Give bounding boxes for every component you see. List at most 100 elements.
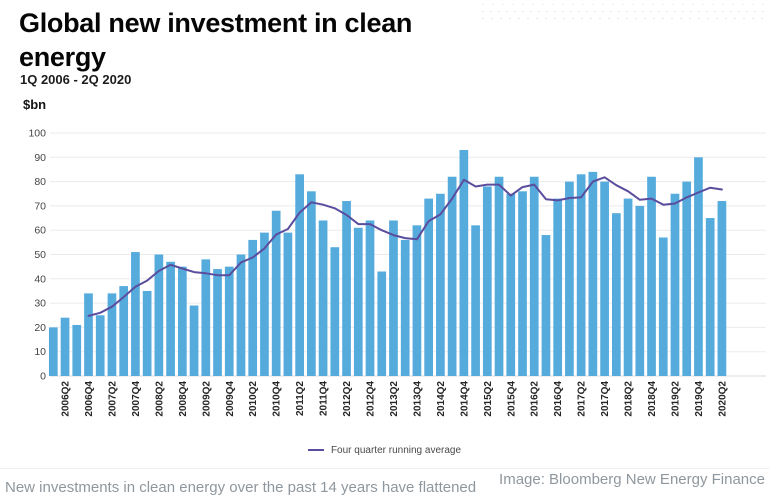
bar-2009Q2 [201, 259, 211, 376]
x-tick-2019Q4: 2019Q4 [694, 381, 705, 417]
running-average-line [87, 176, 723, 317]
x-tick-2011Q2: 2011Q2 [295, 381, 306, 416]
chart-subtitle: 1Q 2006 - 2Q 2020 [20, 72, 132, 87]
bar-2008Q2 [154, 254, 164, 376]
bar-2014Q2 [436, 193, 445, 376]
bar-2006Q3 [72, 324, 82, 376]
x-tick-2019Q2: 2019Q2 [671, 381, 682, 417]
bar-2016Q2 [529, 176, 539, 376]
bar-2010Q3 [260, 232, 269, 376]
bar-2018Q1 [611, 213, 621, 376]
x-tick-2007Q4: 2007Q4 [131, 381, 142, 417]
bar-2015Q4 [506, 193, 516, 376]
x-tick-labels-group: 2006Q2 2006Q4 2007Q2 2007Q4 2008Q2 2008Q4 2009… [61, 381, 729, 417]
bar-2015Q2 [482, 186, 492, 376]
bar-2010Q4 [271, 210, 281, 376]
bar-2019Q2 [670, 193, 680, 376]
x-tick-2015Q4: 2015Q4 [506, 381, 517, 417]
bar-2007Q3 [119, 286, 129, 376]
bar-2010Q2 [248, 239, 258, 376]
bar-2010Q1 [236, 254, 246, 376]
bar-2012Q3 [353, 227, 363, 376]
y-tick-20: 20 [34, 322, 46, 334]
x-tick-2010Q2: 2010Q2 [248, 381, 259, 417]
x-tick-2009Q4: 2009Q4 [225, 381, 236, 417]
x-tick-2016Q2: 2016Q2 [530, 381, 541, 417]
bar-2007Q1 [95, 315, 105, 376]
x-tick-2016Q4: 2016Q4 [553, 381, 564, 417]
bar-2007Q4 [131, 252, 140, 376]
bar-2016Q3 [541, 235, 551, 376]
y-tick-labels-group: 0 10 20 30 40 50 60 70 80 90 100 [28, 128, 46, 383]
y-tick-80: 80 [34, 176, 46, 188]
x-tick-2012Q4: 2012Q4 [366, 381, 377, 417]
bar-2017Q4 [600, 181, 609, 376]
bar-2013Q3 [400, 239, 410, 376]
bar-2009Q3 [213, 269, 222, 376]
bar-2013Q2 [389, 220, 398, 376]
bar-2012Q4 [365, 220, 375, 376]
x-tick-2007Q2: 2007Q2 [108, 381, 119, 417]
bar-2011Q2 [295, 174, 304, 376]
x-tick-2020Q2: 2020Q2 [717, 381, 728, 417]
x-tick-2014Q2: 2014Q2 [436, 381, 447, 417]
x-tick-2014Q4: 2014Q4 [459, 381, 470, 417]
bar-2006Q1 [48, 327, 58, 376]
bar-2016Q1 [518, 191, 527, 376]
bar-2014Q4 [459, 150, 469, 376]
bar-2006Q2 [60, 317, 70, 376]
x-tick-2009Q2: 2009Q2 [201, 381, 212, 417]
bar-2019Q4 [694, 157, 703, 376]
x-tick-2011Q4: 2011Q4 [319, 381, 330, 416]
y-tick-100: 100 [28, 128, 46, 140]
y-tick-30: 30 [34, 298, 46, 310]
bar-2018Q2 [623, 198, 633, 376]
x-tick-2018Q4: 2018Q4 [647, 381, 658, 417]
x-tick-2008Q2: 2008Q2 [154, 381, 165, 417]
x-tick-2013Q2: 2013Q2 [389, 381, 400, 417]
y-tick-50: 50 [34, 249, 46, 261]
bar-2011Q3 [307, 191, 316, 376]
bar-2016Q4 [553, 198, 563, 376]
x-tick-2018Q2: 2018Q2 [624, 381, 635, 417]
bar-2012Q2 [342, 201, 351, 376]
image-credit: Image: Bloomberg New Energy Finance [499, 471, 765, 488]
bar-2009Q4 [224, 266, 234, 376]
compression-artifact-band [482, 3, 766, 19]
investment-bar-chart: 0 10 20 30 40 50 60 70 80 90 100 2006Q2 2006Q4 2007Q2… [28, 128, 766, 417]
bar-2018Q4 [647, 176, 656, 376]
chart-card: Global new investment in clean energy 1Q… [0, 3, 769, 469]
x-tick-2008Q4: 2008Q4 [178, 381, 189, 417]
x-tick-2017Q4: 2017Q4 [600, 381, 611, 417]
x-tick-2012Q2: 2012Q2 [342, 381, 353, 417]
bar-2014Q3 [447, 176, 457, 376]
bar-2008Q1 [142, 290, 152, 376]
x-tick-2015Q2: 2015Q2 [483, 381, 494, 417]
x-tick-2006Q4: 2006Q4 [84, 381, 95, 417]
y-tick-60: 60 [34, 225, 46, 237]
y-tick-0: 0 [40, 371, 46, 383]
legend-label: Four quarter running average [330, 444, 462, 456]
bar-2013Q4 [412, 225, 422, 376]
bar-2020Q1 [705, 218, 715, 376]
bar-2017Q2 [576, 174, 586, 376]
bar-2006Q4 [84, 293, 93, 376]
bar-2018Q3 [635, 205, 645, 376]
bar-2017Q3 [588, 171, 598, 376]
bar-2007Q2 [107, 293, 117, 376]
bar-2017Q1 [565, 181, 574, 376]
bar-2020Q2 [717, 201, 727, 376]
y-axis-unit-label: $bn [23, 97, 47, 112]
y-tick-10: 10 [34, 346, 46, 358]
bar-2019Q1 [658, 237, 668, 376]
bar-2013Q1 [377, 271, 387, 376]
bar-2011Q1 [283, 232, 293, 376]
y-tick-40: 40 [34, 273, 46, 285]
bar-2008Q4 [177, 266, 187, 376]
bar-2015Q1 [471, 225, 480, 376]
x-tick-2013Q4: 2013Q4 [412, 381, 423, 417]
bar-2009Q1 [189, 305, 199, 376]
y-tick-90: 90 [34, 152, 46, 164]
bars-group [48, 150, 727, 376]
